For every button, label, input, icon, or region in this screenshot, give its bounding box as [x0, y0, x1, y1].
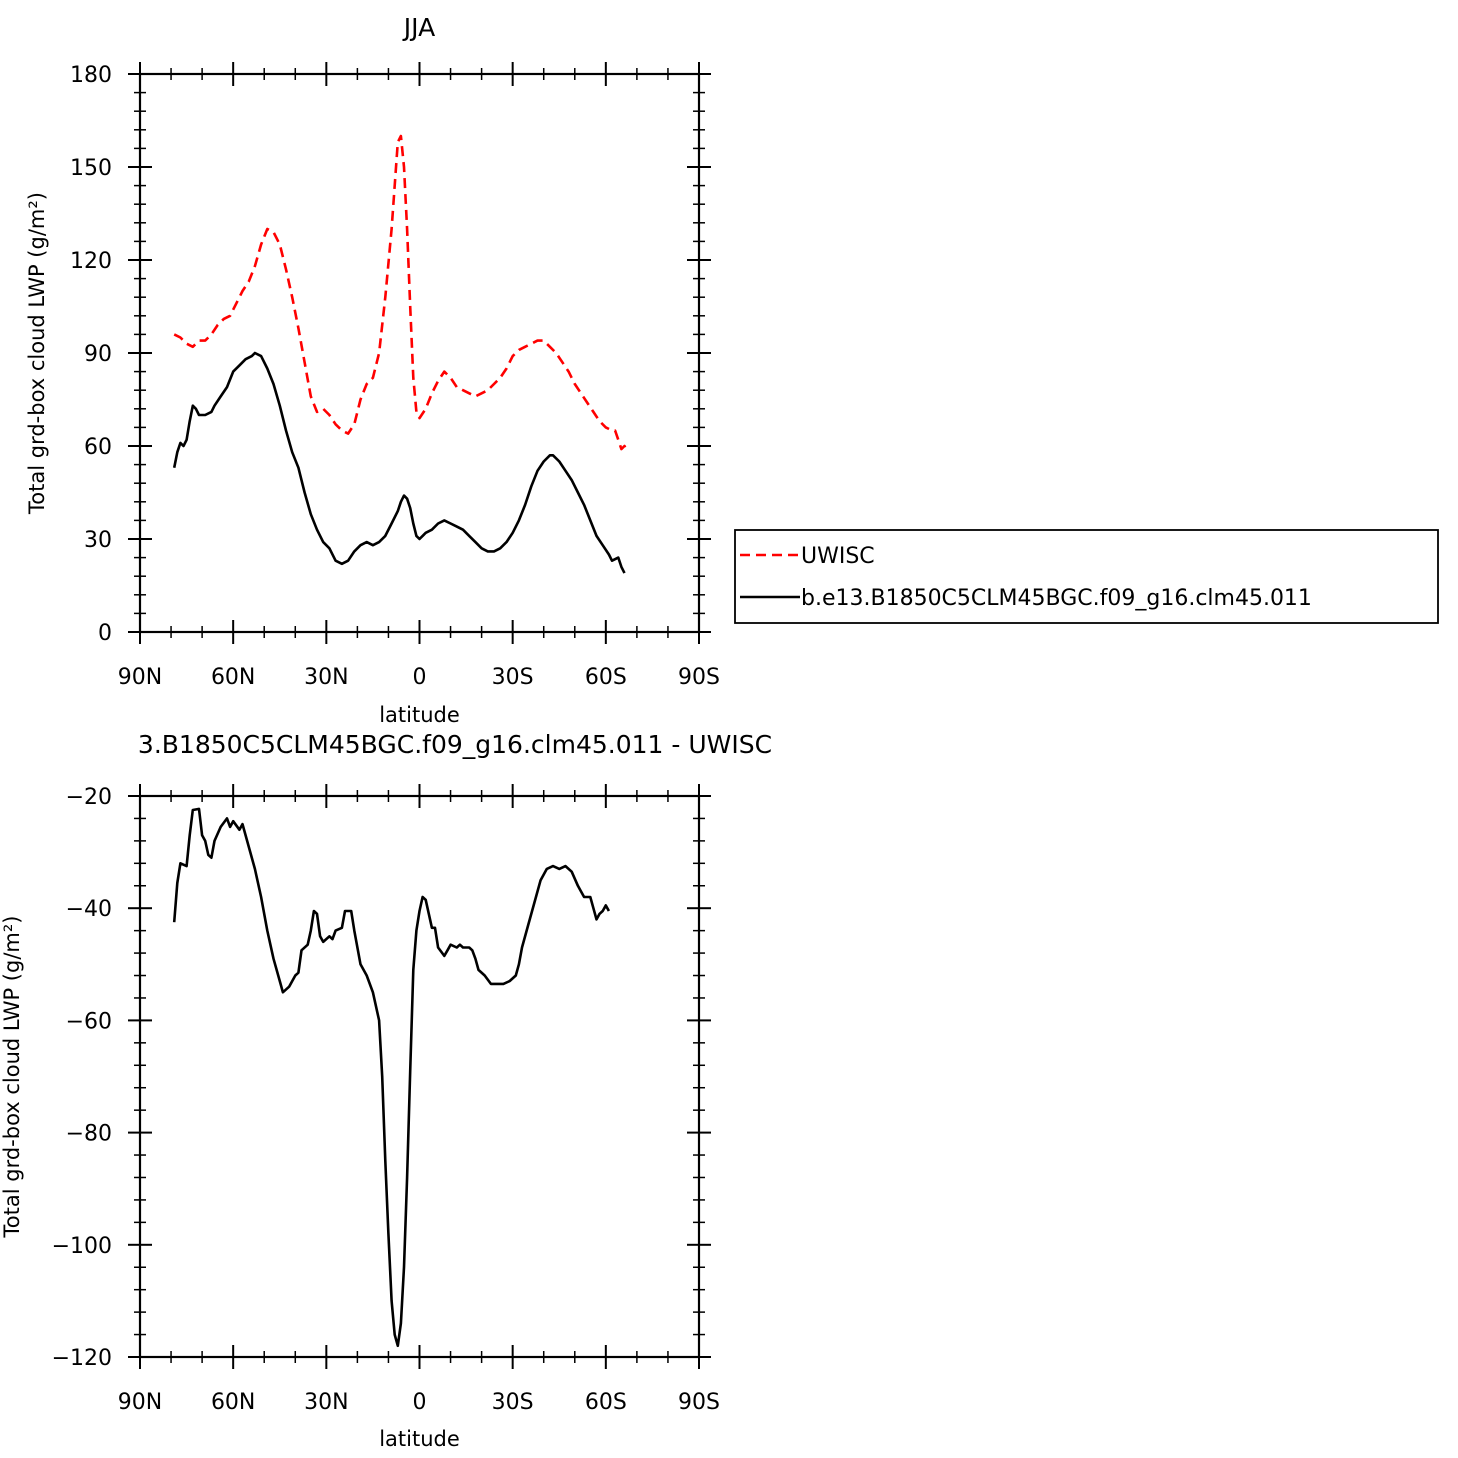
series-line-b-e13-b1850c5clm45bgc-f09-g16-clm45-011 — [172, 351, 626, 574]
x-tick-label: 0 — [413, 665, 427, 690]
x-tick-label: 30S — [492, 1390, 534, 1415]
series-line-uwisc — [173, 134, 629, 453]
y-tick-label: 60 — [84, 435, 112, 460]
y-tick-label: 120 — [70, 249, 112, 274]
x-tick-label: 30N — [304, 1390, 348, 1415]
plot-frame — [138, 72, 701, 634]
x-tick-label: 90N — [118, 1390, 162, 1415]
y-axis-label: Total grd-box cloud LWP (g/m²) — [0, 916, 24, 1239]
chart-title: 3.B1850C5CLM45BGC.f09_g16.clm45.011 - UW… — [138, 730, 772, 759]
y-tick-label: −60 — [66, 1009, 112, 1034]
y-tick-label: 0 — [98, 621, 112, 646]
y-tick-label: −100 — [52, 1234, 112, 1259]
legend-label: UWISC — [801, 544, 875, 569]
legend-box — [734, 529, 1439, 624]
y-tick-label: −20 — [66, 785, 112, 810]
chart-panel-1: 90N 60N 30N 0 30S 60S 90S 0 30 60 90 120 150 180 JJA la… — [25, 13, 1439, 727]
x-tick-label: 90S — [678, 665, 720, 690]
y-tick-label: 90 — [84, 342, 112, 367]
plot-frame — [138, 794, 701, 1359]
x-tick-label: 60S — [585, 1390, 627, 1415]
x-axis-label: latitude — [379, 703, 460, 727]
x-tick-label: 60N — [211, 665, 255, 690]
series-line-difference — [172, 807, 611, 1348]
chart-title: JJA — [402, 13, 435, 42]
y-tick-label: −80 — [66, 1122, 112, 1147]
x-tick-label: 60N — [211, 1390, 255, 1415]
legend-label: b.e13.B1850C5CLM45BGC.f09_g16.clm45.011 — [801, 586, 1312, 611]
legend: UWISC b.e13.B1850C5CLM45BGC.f09_g16.clm45… — [734, 529, 1439, 624]
x-tick-label: 60S — [585, 665, 627, 690]
y-tick-label: 30 — [84, 528, 112, 553]
x-tick-label: 90N — [118, 665, 162, 690]
x-axis-label: latitude — [379, 1427, 460, 1451]
x-tick-label: 90S — [678, 1390, 720, 1415]
y-tick-label: −120 — [52, 1346, 112, 1371]
x-tick-label: 30N — [304, 665, 348, 690]
chart-panel-2: 90N 60N 30N 0 30S 60S 90S −120 −100 −80 −60 −40 −20 3… — [0, 730, 772, 1451]
y-tick-label: 150 — [70, 156, 112, 181]
y-axis-label: Total grd-box cloud LWP (g/m²) — [25, 192, 49, 515]
x-tick-label: 30S — [492, 665, 534, 690]
x-tick-label: 0 — [413, 1390, 427, 1415]
y-tick-label: 180 — [70, 63, 112, 88]
y-tick-label: −40 — [66, 897, 112, 922]
